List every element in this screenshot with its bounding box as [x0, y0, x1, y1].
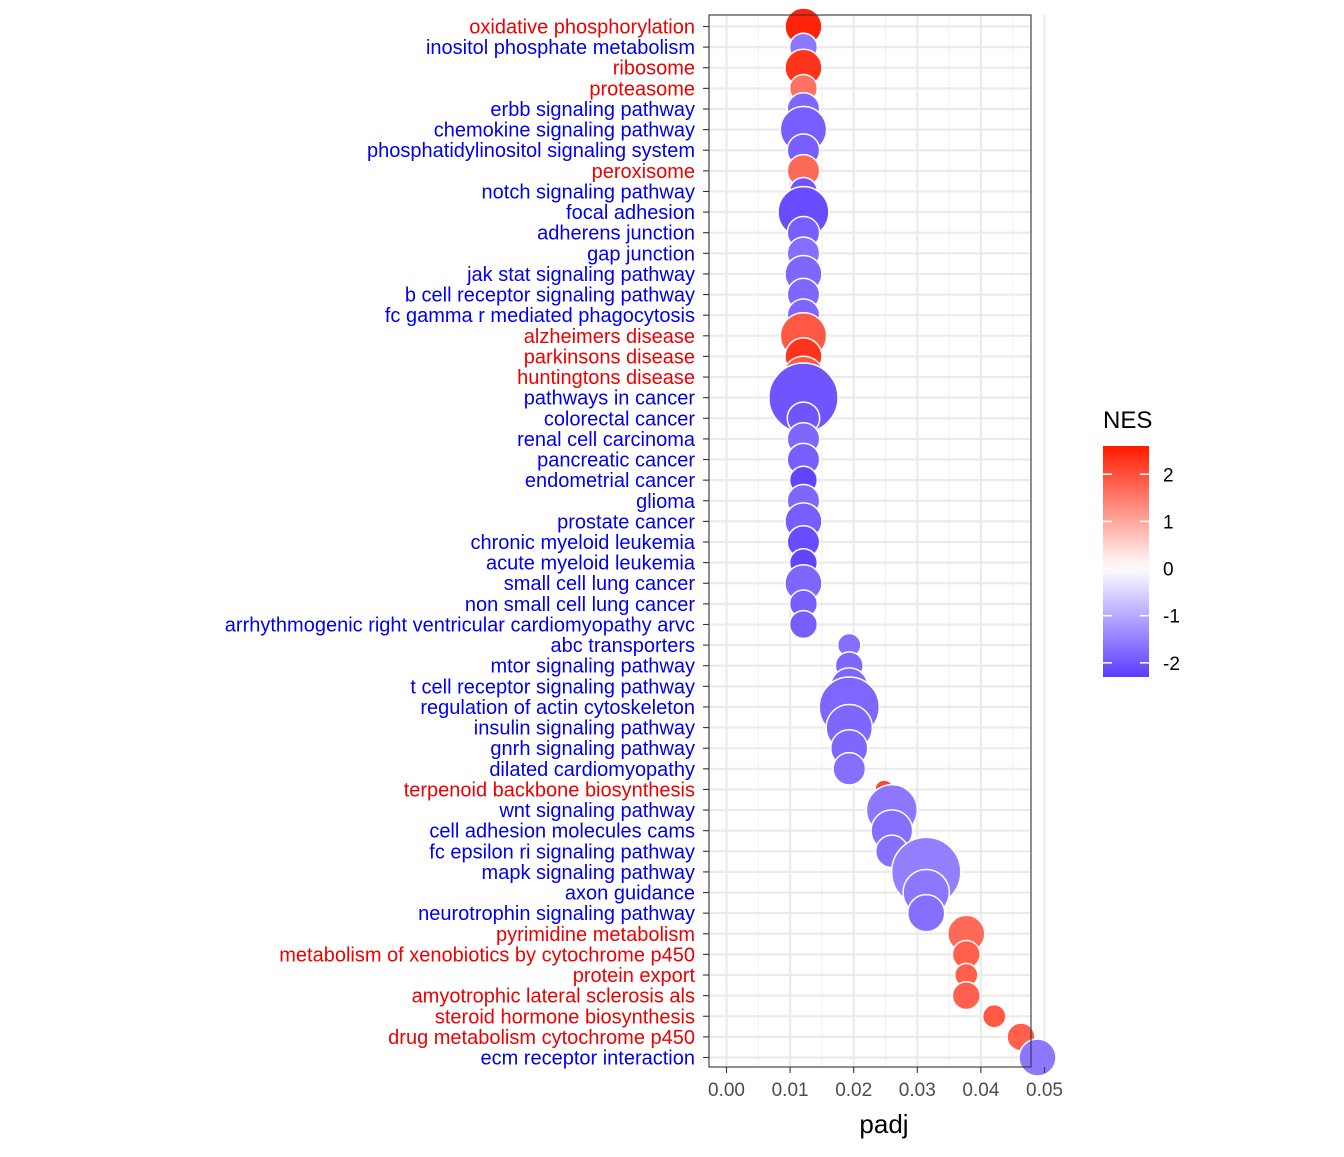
y-tick-label: inositol phosphate metabolism	[426, 37, 695, 59]
y-tick-label: dilated cardiomyopathy	[489, 759, 695, 781]
x-tick-label: 0.00	[708, 1080, 745, 1101]
legend-tick-label: 1	[1163, 512, 1174, 533]
x-tick-label: 0.04	[962, 1080, 999, 1101]
y-tick-label: focal adhesion	[566, 202, 695, 224]
x-tick-label: 0.05	[1026, 1080, 1063, 1101]
y-tick-label: regulation of actin cytoskeleton	[420, 697, 695, 719]
y-tick-label: gap junction	[587, 243, 695, 265]
y-tick-label: ecm receptor interaction	[480, 1048, 695, 1070]
y-tick-label: wnt signaling pathway	[498, 800, 695, 822]
y-tick-label: small cell lung cancer	[504, 573, 696, 595]
legend-tick-label: 0	[1163, 560, 1174, 581]
y-tick-label: amyotrophic lateral sclerosis als	[412, 986, 695, 1008]
y-tick-label: colorectal cancer	[544, 408, 696, 430]
y-tick-label: fc gamma r mediated phagocytosis	[385, 305, 695, 327]
y-tick-label: abc transporters	[550, 635, 695, 657]
y-tick-label: neurotrophin signaling pathway	[418, 903, 695, 925]
y-tick-label: insulin signaling pathway	[474, 718, 695, 740]
data-point	[951, 980, 981, 1011]
y-tick-label: gnrh signaling pathway	[490, 738, 695, 760]
y-tick-label: phosphatidylinositol signaling system	[367, 140, 695, 162]
y-tick-label: pyrimidine metabolism	[496, 924, 695, 946]
x-tick-label: 0.03	[899, 1080, 936, 1101]
y-tick-label: parkinsons disease	[524, 346, 695, 368]
y-tick-label: prostate cancer	[557, 511, 695, 533]
y-tick-label: metabolism of xenobiotics by cytochrome …	[279, 944, 695, 966]
x-axis: 0.00 0.01 0.02 0.03 0.04 0.05	[708, 1067, 1063, 1101]
y-tick-label: endometrial cancer	[525, 470, 695, 492]
data-points	[768, 7, 1057, 1077]
y-tick-label: terpenoid backbone biosynthesis	[404, 779, 695, 801]
y-tick-label: axon guidance	[565, 883, 695, 905]
y-tick-label: chronic myeloid leukemia	[470, 532, 695, 554]
y-tick-label: notch signaling pathway	[482, 181, 695, 203]
legend-title: NES	[1103, 407, 1152, 434]
y-tick-label: non small cell lung cancer	[465, 594, 695, 616]
x-tick-label: 0.01	[772, 1080, 809, 1101]
y-tick-label: jak stat signaling pathway	[466, 264, 695, 286]
data-point	[832, 751, 867, 786]
y-tick-label: steroid hormone biosynthesis	[435, 1006, 695, 1028]
y-tick-label: adherens junction	[537, 223, 695, 245]
y-tick-label: pancreatic cancer	[537, 450, 695, 472]
data-point	[788, 609, 819, 640]
y-tick-label: alzheimers disease	[524, 326, 695, 348]
y-tick-label: peroxisome	[592, 161, 695, 183]
data-point	[981, 1003, 1007, 1029]
plot-panel-border	[708, 14, 1032, 1068]
y-tick-label: glioma	[636, 491, 696, 513]
data-point	[906, 893, 946, 933]
y-tick-label: t cell receptor signaling pathway	[410, 676, 695, 698]
legend-tick-label: -2	[1163, 654, 1180, 675]
y-tick-label: ribosome	[613, 58, 695, 80]
y-tick-label: cell adhesion molecules cams	[429, 821, 695, 843]
legend: NES 2 1 0 -1 -2	[1103, 407, 1180, 677]
y-tick-label: renal cell carcinoma	[517, 429, 696, 451]
legend-tick-label: -1	[1163, 607, 1180, 628]
y-tick-label: chemokine signaling pathway	[434, 120, 695, 142]
data-point	[1018, 1038, 1057, 1077]
legend-tick-label: 2	[1163, 465, 1174, 486]
y-tick-label: mapk signaling pathway	[482, 862, 695, 884]
y-tick-label: fc epsilon ri signaling pathway	[429, 841, 695, 863]
x-axis-title: padj	[859, 1109, 908, 1139]
y-tick-label: acute myeloid leukemia	[486, 553, 696, 575]
y-tick-label: huntingtons disease	[517, 367, 695, 389]
y-tick-label: mtor signaling pathway	[490, 656, 695, 678]
y-tick-label: arrhythmogenic right ventricular cardiom…	[225, 614, 695, 636]
y-tick-label: b cell receptor signaling pathway	[405, 285, 695, 307]
y-tick-label: protein export	[573, 965, 696, 987]
x-tick-label: 0.02	[835, 1080, 872, 1101]
legend-colorbar	[1103, 446, 1149, 677]
y-tick-label: proteasome	[589, 78, 695, 100]
y-tick-label: erbb signaling pathway	[490, 99, 695, 121]
y-tick-label: drug metabolism cytochrome p450	[388, 1027, 695, 1049]
y-tick-label: oxidative phosphorylation	[469, 17, 695, 39]
y-tick-label: pathways in cancer	[524, 388, 696, 410]
